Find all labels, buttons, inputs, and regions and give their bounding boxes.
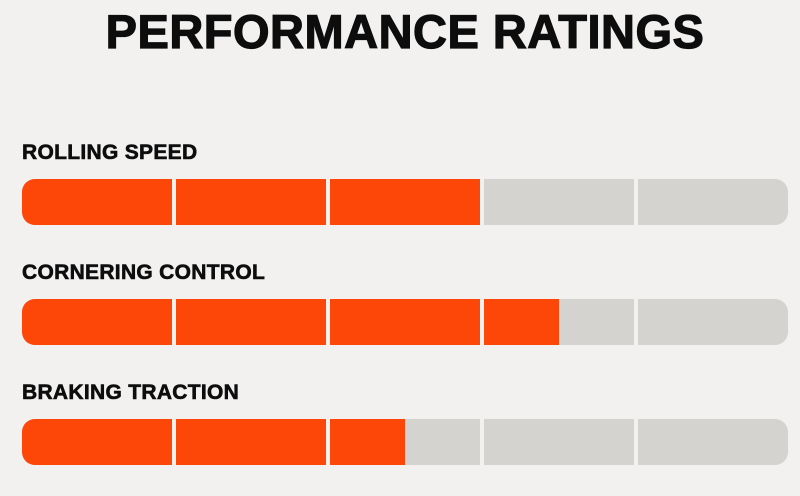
rating-segment [330,178,480,225]
rating-segment [176,419,326,466]
rating-bar [22,419,788,466]
rating-segment-fill [330,419,405,466]
rating-segment [22,299,172,346]
rating-segment [484,178,634,225]
rating-segment [638,299,788,346]
page-title: PERFORMANCE RATINGS [105,5,705,58]
rating-segment-fill [330,178,480,225]
rating-label: BRAKING TRACTION [22,381,240,405]
rating-segment [330,419,480,466]
rating-segment-fill [176,178,326,225]
rating-segment [176,299,326,346]
rating-segment [484,299,634,346]
rating-bar [22,299,788,346]
rating-segment [22,178,172,225]
rating-segment-fill [22,178,172,225]
rating-segment-fill [176,299,326,346]
rating-segment [176,178,326,225]
rating-segment-fill [330,299,480,346]
rating-segment-fill [176,419,326,466]
rating-label: ROLLING SPEED [22,140,198,165]
rating-segment [638,178,788,225]
rating-segment-fill [22,299,172,346]
rating-segment [484,419,634,466]
rating-segment-fill [484,299,559,346]
rating-segment [330,299,480,346]
rating-row: CORNERING CONTROL [22,260,788,346]
rating-row: ROLLING SPEED [22,141,788,225]
rating-row: BRAKING TRACTION [22,381,788,466]
rating-segment-fill [22,419,172,466]
rating-segment [22,419,172,466]
rating-label: CORNERING CONTROL [22,260,266,285]
rating-segment [638,419,788,466]
rating-bar [22,178,788,225]
ratings-list: ROLLING SPEED CORNERING CONTROL BRAKING … [22,141,788,466]
